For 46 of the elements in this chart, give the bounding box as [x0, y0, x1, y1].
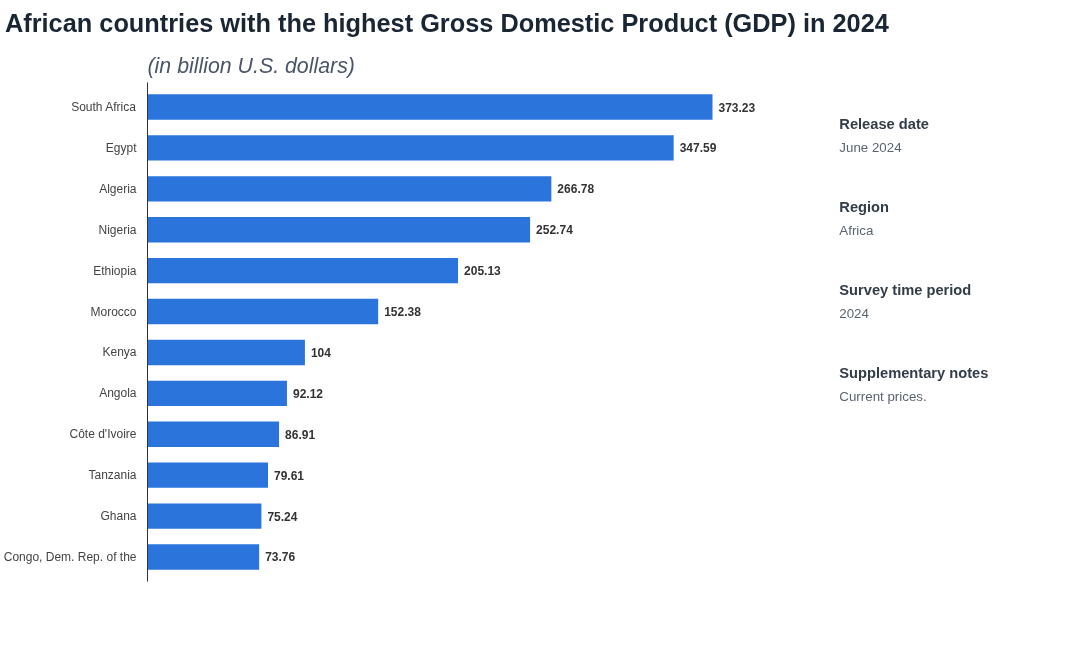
bar [147, 135, 674, 161]
y-tick-label: Côte d'Ivoire [69, 427, 137, 442]
bar [147, 380, 287, 407]
text: Region [839, 199, 890, 216]
data-label: 347.59 [679, 141, 717, 156]
bar [147, 462, 269, 489]
bar [147, 421, 280, 448]
data-label: 86.91 [285, 427, 316, 442]
y-tick-label: Congo, Dem. Rep. of the [3, 550, 137, 565]
bar [147, 339, 305, 366]
bar [147, 176, 552, 202]
data-label: 205.13 [464, 264, 502, 279]
text: 2024 [839, 306, 870, 322]
text: Release date [839, 116, 929, 133]
text: June 2024 [839, 140, 903, 156]
bar [147, 503, 262, 529]
y-tick-label: Nigeria [98, 222, 137, 237]
data-label: 92.12 [292, 387, 324, 402]
data-label: 75.24 [267, 509, 298, 524]
bar [147, 299, 379, 325]
data-label: 252.74 [536, 223, 574, 238]
data-label: 266.78 [557, 182, 595, 197]
y-tick-label: Egypt [105, 141, 138, 156]
chart-subtitle: (in billion U.S. dollars) [147, 53, 355, 78]
text: Supplementary notes [839, 365, 989, 382]
data-label: 373.23 [718, 100, 756, 115]
bar [147, 217, 531, 243]
bar [147, 544, 260, 570]
bar [147, 94, 713, 120]
y-tick-label: Algeria [99, 182, 137, 197]
data-label: 104 [310, 346, 332, 361]
bar [147, 258, 459, 284]
y-tick-label: Morocco [90, 304, 137, 319]
y-tick-label: Angola [99, 386, 137, 401]
data-label: 79.61 [274, 468, 305, 483]
text: Current prices. [839, 389, 927, 405]
data-label: 152.38 [384, 305, 422, 320]
text: Survey time period [839, 282, 972, 299]
y-tick-label: Ethiopia [93, 263, 137, 278]
data-label: 73.76 [265, 550, 296, 565]
y-tick-label: Kenya [102, 345, 137, 360]
y-tick-label: South Africa [71, 100, 137, 115]
chart-title: African countries with the highest Gross Domestic Product (GDP) in 2024 [5, 8, 889, 39]
text: Africa [839, 223, 874, 239]
y-tick-label: Tanzania [88, 468, 137, 483]
y-tick-label: Ghana [100, 509, 137, 524]
